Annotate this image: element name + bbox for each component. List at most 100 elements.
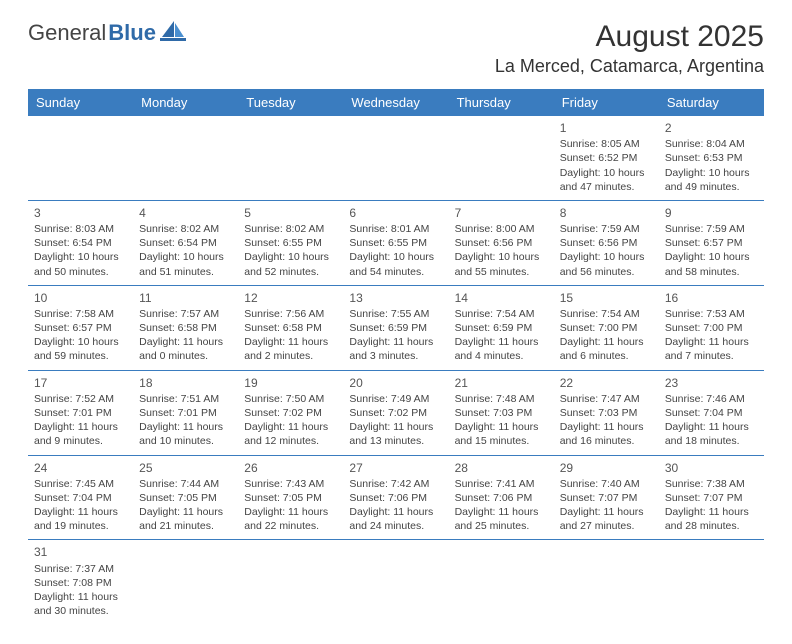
- daylight-line: Daylight: 11 hours and 16 minutes.: [560, 420, 653, 448]
- daylight-line: Daylight: 11 hours and 6 minutes.: [560, 335, 653, 363]
- day-number: 13: [349, 290, 442, 306]
- sunset-line: Sunset: 7:03 PM: [455, 406, 548, 420]
- sunrise-line: Sunrise: 7:47 AM: [560, 392, 653, 406]
- sunset-line: Sunset: 7:02 PM: [349, 406, 442, 420]
- daylight-line: Daylight: 11 hours and 9 minutes.: [34, 420, 127, 448]
- day-number: 19: [244, 375, 337, 391]
- day-number: 7: [455, 205, 548, 221]
- sunset-line: Sunset: 7:06 PM: [455, 491, 548, 505]
- daylight-line: Daylight: 10 hours and 50 minutes.: [34, 250, 127, 278]
- calendar-cell: 14Sunrise: 7:54 AMSunset: 6:59 PMDayligh…: [449, 286, 554, 371]
- day-number: 28: [455, 460, 548, 476]
- daylight-line: Daylight: 11 hours and 3 minutes.: [349, 335, 442, 363]
- calendar-cell: 12Sunrise: 7:56 AMSunset: 6:58 PMDayligh…: [238, 286, 343, 371]
- sunrise-line: Sunrise: 8:02 AM: [139, 222, 232, 236]
- sunrise-line: Sunrise: 7:49 AM: [349, 392, 442, 406]
- calendar-cell: 24Sunrise: 7:45 AMSunset: 7:04 PMDayligh…: [28, 456, 133, 541]
- day-number: 1: [560, 120, 653, 136]
- daylight-line: Daylight: 11 hours and 18 minutes.: [665, 420, 758, 448]
- day-header: Saturday: [659, 89, 764, 116]
- sunrise-line: Sunrise: 7:57 AM: [139, 307, 232, 321]
- sunrise-line: Sunrise: 8:02 AM: [244, 222, 337, 236]
- daylight-line: Daylight: 10 hours and 56 minutes.: [560, 250, 653, 278]
- day-number: 2: [665, 120, 758, 136]
- sunrise-line: Sunrise: 7:59 AM: [560, 222, 653, 236]
- day-number: 23: [665, 375, 758, 391]
- day-number: 15: [560, 290, 653, 306]
- sunrise-line: Sunrise: 7:59 AM: [665, 222, 758, 236]
- day-header: Wednesday: [343, 89, 448, 116]
- day-number: 16: [665, 290, 758, 306]
- day-number: 6: [349, 205, 442, 221]
- logo-text-1: General: [28, 20, 106, 46]
- calendar-cell: 30Sunrise: 7:38 AMSunset: 7:07 PMDayligh…: [659, 456, 764, 541]
- day-header: Monday: [133, 89, 238, 116]
- sunset-line: Sunset: 7:05 PM: [244, 491, 337, 505]
- daylight-line: Daylight: 11 hours and 15 minutes.: [455, 420, 548, 448]
- sunrise-line: Sunrise: 7:58 AM: [34, 307, 127, 321]
- calendar-cell: [449, 116, 554, 201]
- sunset-line: Sunset: 6:59 PM: [455, 321, 548, 335]
- day-number: 22: [560, 375, 653, 391]
- day-number: 3: [34, 205, 127, 221]
- calendar-cell: 2Sunrise: 8:04 AMSunset: 6:53 PMDaylight…: [659, 116, 764, 201]
- calendar-cell: 3Sunrise: 8:03 AMSunset: 6:54 PMDaylight…: [28, 201, 133, 286]
- calendar-cell: 7Sunrise: 8:00 AMSunset: 6:56 PMDaylight…: [449, 201, 554, 286]
- calendar-cell: 21Sunrise: 7:48 AMSunset: 7:03 PMDayligh…: [449, 371, 554, 456]
- day-number: 4: [139, 205, 232, 221]
- day-number: 8: [560, 205, 653, 221]
- sunrise-line: Sunrise: 7:45 AM: [34, 477, 127, 491]
- sunrise-line: Sunrise: 7:42 AM: [349, 477, 442, 491]
- sunset-line: Sunset: 6:57 PM: [665, 236, 758, 250]
- day-number: 21: [455, 375, 548, 391]
- day-number: 10: [34, 290, 127, 306]
- day-header: Tuesday: [238, 89, 343, 116]
- daylight-line: Daylight: 11 hours and 13 minutes.: [349, 420, 442, 448]
- day-number: 9: [665, 205, 758, 221]
- daylight-line: Daylight: 10 hours and 49 minutes.: [665, 166, 758, 194]
- day-number: 14: [455, 290, 548, 306]
- day-number: 12: [244, 290, 337, 306]
- calendar-cell: 23Sunrise: 7:46 AMSunset: 7:04 PMDayligh…: [659, 371, 764, 456]
- sunset-line: Sunset: 7:07 PM: [665, 491, 758, 505]
- daylight-line: Daylight: 11 hours and 4 minutes.: [455, 335, 548, 363]
- day-number: 26: [244, 460, 337, 476]
- calendar-cell: 29Sunrise: 7:40 AMSunset: 7:07 PMDayligh…: [554, 456, 659, 541]
- daylight-line: Daylight: 11 hours and 12 minutes.: [244, 420, 337, 448]
- calendar-cell: 16Sunrise: 7:53 AMSunset: 7:00 PMDayligh…: [659, 286, 764, 371]
- calendar-cell: 6Sunrise: 8:01 AMSunset: 6:55 PMDaylight…: [343, 201, 448, 286]
- daylight-line: Daylight: 10 hours and 55 minutes.: [455, 250, 548, 278]
- calendar-cell: 26Sunrise: 7:43 AMSunset: 7:05 PMDayligh…: [238, 456, 343, 541]
- day-header: Sunday: [28, 89, 133, 116]
- day-number: 11: [139, 290, 232, 306]
- sunrise-line: Sunrise: 7:55 AM: [349, 307, 442, 321]
- sunrise-line: Sunrise: 7:40 AM: [560, 477, 653, 491]
- sunset-line: Sunset: 7:00 PM: [665, 321, 758, 335]
- calendar-cell: 8Sunrise: 7:59 AMSunset: 6:56 PMDaylight…: [554, 201, 659, 286]
- sunrise-line: Sunrise: 8:01 AM: [349, 222, 442, 236]
- daylight-line: Daylight: 10 hours and 54 minutes.: [349, 250, 442, 278]
- calendar-cell: 5Sunrise: 8:02 AMSunset: 6:55 PMDaylight…: [238, 201, 343, 286]
- sunset-line: Sunset: 6:54 PM: [139, 236, 232, 250]
- sail-icon: [160, 19, 188, 41]
- calendar-cell: [238, 116, 343, 201]
- sunrise-line: Sunrise: 7:43 AM: [244, 477, 337, 491]
- location: La Merced, Catamarca, Argentina: [495, 56, 764, 77]
- sunrise-line: Sunrise: 7:54 AM: [560, 307, 653, 321]
- sunrise-line: Sunrise: 8:04 AM: [665, 137, 758, 151]
- day-number: 29: [560, 460, 653, 476]
- calendar-cell: 18Sunrise: 7:51 AMSunset: 7:01 PMDayligh…: [133, 371, 238, 456]
- calendar-cell: 22Sunrise: 7:47 AMSunset: 7:03 PMDayligh…: [554, 371, 659, 456]
- sunset-line: Sunset: 6:57 PM: [34, 321, 127, 335]
- calendar-cell: 15Sunrise: 7:54 AMSunset: 7:00 PMDayligh…: [554, 286, 659, 371]
- sunset-line: Sunset: 6:59 PM: [349, 321, 442, 335]
- calendar-cell: 13Sunrise: 7:55 AMSunset: 6:59 PMDayligh…: [343, 286, 448, 371]
- sunset-line: Sunset: 7:08 PM: [34, 576, 127, 590]
- sunset-line: Sunset: 6:56 PM: [455, 236, 548, 250]
- calendar-cell: 17Sunrise: 7:52 AMSunset: 7:01 PMDayligh…: [28, 371, 133, 456]
- daylight-line: Daylight: 10 hours and 47 minutes.: [560, 166, 653, 194]
- daylight-line: Daylight: 11 hours and 24 minutes.: [349, 505, 442, 533]
- sunset-line: Sunset: 7:02 PM: [244, 406, 337, 420]
- daylight-line: Daylight: 11 hours and 21 minutes.: [139, 505, 232, 533]
- sunset-line: Sunset: 6:52 PM: [560, 151, 653, 165]
